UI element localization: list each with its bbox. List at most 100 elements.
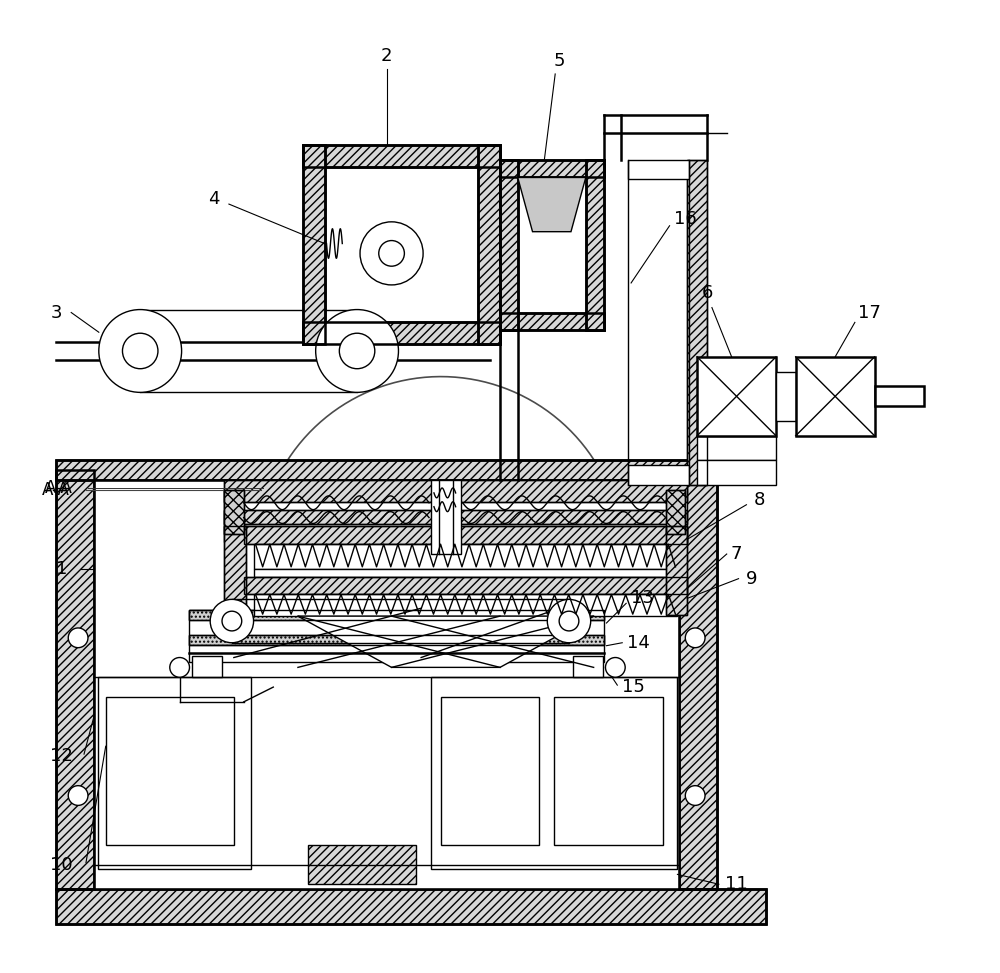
Circle shape: [122, 333, 158, 369]
Bar: [628, 465, 689, 485]
Circle shape: [170, 658, 189, 677]
Text: 17: 17: [858, 304, 881, 321]
Text: 14: 14: [627, 633, 649, 652]
Bar: [224, 480, 687, 502]
Bar: [679, 470, 717, 889]
Bar: [244, 526, 687, 544]
Bar: [303, 322, 500, 344]
Circle shape: [68, 785, 88, 806]
Bar: [554, 697, 663, 845]
Bar: [189, 610, 604, 645]
Bar: [666, 490, 685, 534]
Bar: [431, 480, 461, 554]
Bar: [224, 510, 687, 524]
Bar: [500, 160, 604, 177]
Circle shape: [605, 658, 625, 677]
Text: 10: 10: [50, 855, 73, 874]
Bar: [224, 490, 244, 534]
Circle shape: [547, 599, 591, 643]
Bar: [56, 470, 94, 889]
Text: 15: 15: [622, 678, 645, 696]
Bar: [666, 490, 685, 534]
Bar: [325, 166, 478, 322]
Bar: [303, 145, 500, 166]
Bar: [189, 610, 604, 620]
Circle shape: [685, 628, 705, 648]
Bar: [56, 460, 717, 480]
Bar: [776, 372, 796, 421]
Bar: [224, 480, 687, 502]
Text: 13: 13: [631, 590, 654, 607]
Bar: [244, 577, 687, 595]
Bar: [796, 357, 875, 436]
Text: 3: 3: [51, 304, 62, 321]
Bar: [586, 160, 604, 330]
Circle shape: [360, 222, 423, 285]
Bar: [666, 526, 687, 615]
Bar: [303, 145, 500, 166]
Circle shape: [316, 309, 398, 392]
Bar: [679, 470, 717, 889]
Bar: [500, 160, 518, 330]
Circle shape: [685, 785, 705, 806]
Bar: [478, 145, 500, 344]
Circle shape: [68, 628, 88, 648]
Text: 4: 4: [208, 190, 220, 208]
Bar: [254, 544, 677, 569]
Bar: [56, 889, 766, 923]
Bar: [441, 697, 539, 845]
Bar: [308, 845, 416, 884]
Text: 5: 5: [553, 53, 565, 70]
Bar: [224, 526, 246, 615]
Bar: [224, 490, 244, 534]
Bar: [666, 526, 687, 615]
Bar: [189, 634, 604, 645]
Bar: [189, 634, 604, 645]
Bar: [303, 145, 325, 344]
Bar: [697, 436, 776, 460]
Circle shape: [222, 611, 242, 631]
Bar: [192, 656, 222, 677]
Bar: [687, 160, 707, 485]
Bar: [628, 160, 689, 179]
Bar: [573, 656, 603, 677]
Bar: [500, 160, 604, 177]
Text: 1: 1: [56, 559, 67, 578]
Circle shape: [379, 240, 404, 267]
Bar: [303, 145, 325, 344]
Bar: [697, 357, 776, 436]
Text: 6: 6: [701, 284, 713, 302]
Bar: [56, 889, 766, 923]
Text: 9: 9: [746, 569, 757, 588]
Text: 16: 16: [674, 210, 697, 228]
Bar: [254, 569, 677, 577]
Bar: [254, 595, 677, 616]
Polygon shape: [298, 616, 594, 667]
Bar: [106, 697, 234, 845]
Bar: [56, 470, 94, 889]
Bar: [244, 577, 687, 595]
Text: A-A: A-A: [42, 481, 70, 499]
Bar: [56, 460, 717, 480]
Bar: [697, 460, 776, 485]
Bar: [224, 488, 687, 542]
Text: 2: 2: [381, 48, 392, 65]
Bar: [224, 526, 246, 615]
Text: 7: 7: [731, 545, 742, 563]
Text: 12: 12: [50, 747, 73, 765]
Bar: [189, 610, 604, 620]
Bar: [500, 160, 518, 330]
Bar: [224, 510, 687, 524]
Text: 8: 8: [754, 490, 765, 509]
Bar: [98, 677, 251, 870]
Bar: [500, 312, 604, 330]
Text: A-A: A-A: [45, 479, 72, 497]
Bar: [303, 322, 500, 344]
Bar: [875, 386, 924, 406]
Circle shape: [210, 599, 254, 643]
Bar: [244, 526, 687, 544]
Bar: [500, 312, 604, 330]
Bar: [431, 677, 677, 870]
Text: 11: 11: [725, 876, 748, 893]
Circle shape: [339, 333, 375, 369]
